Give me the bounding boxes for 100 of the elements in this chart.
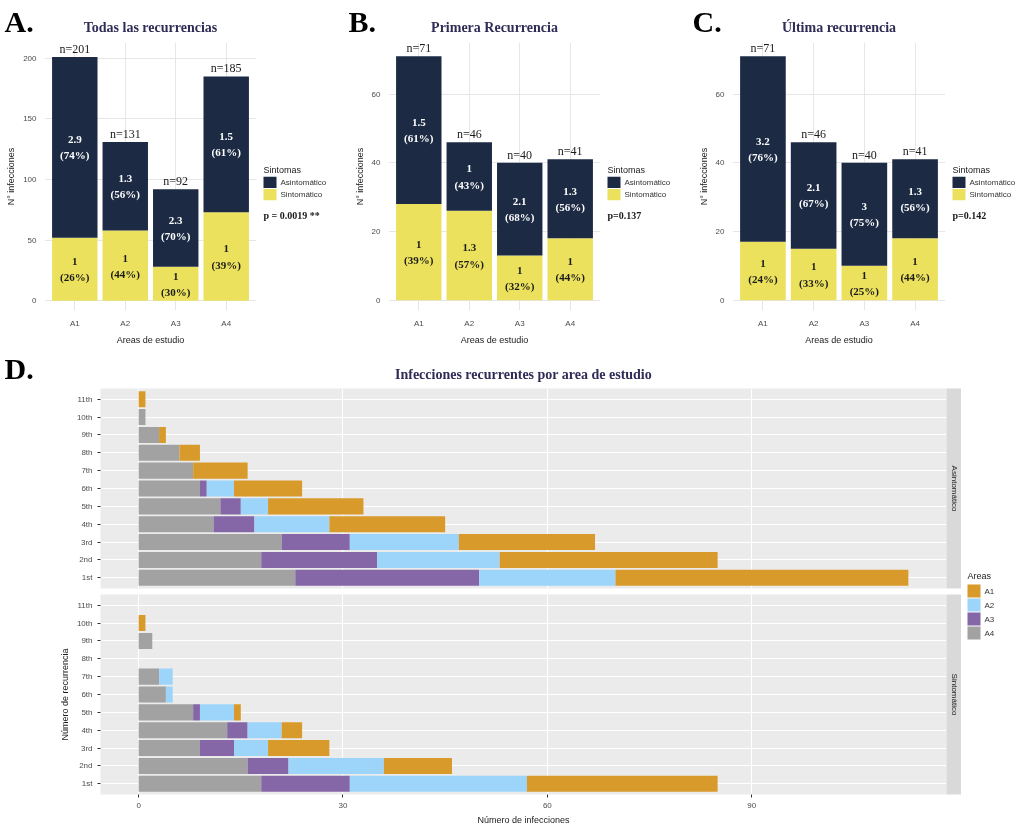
- bar: [138, 516, 214, 533]
- total-label: n=131: [109, 126, 141, 141]
- text: p=0.142: [952, 209, 987, 221]
- x-tick-label: 90: [747, 800, 757, 810]
- text: Sintomático: [949, 673, 959, 716]
- bar: [247, 757, 289, 774]
- legend-label: Sintomático: [280, 190, 323, 200]
- bar: [349, 775, 527, 792]
- y-tick-label: 40: [371, 158, 382, 168]
- total-label: n=41: [557, 144, 583, 159]
- annotation: 1 (43%): [454, 162, 485, 192]
- bar: [234, 740, 269, 757]
- x-axis-title: Areas de estudio: [460, 334, 529, 345]
- bar: [102, 230, 148, 301]
- y-tick-label: 11th: [77, 394, 93, 404]
- annotation: 3.2 (76%): [748, 134, 778, 165]
- x-tick-label: A1: [69, 318, 81, 328]
- annotation: 1 (44%): [900, 255, 931, 285]
- y-tick-label: 8th: [81, 654, 93, 664]
- bar: [240, 498, 269, 515]
- chart-title: Primera Recurrencia: [431, 19, 558, 35]
- y-tick-label: 1st: [81, 779, 94, 789]
- bar: [261, 775, 350, 792]
- y-tick-label: 40: [715, 158, 726, 168]
- bar: [377, 551, 500, 568]
- bar: [740, 56, 786, 242]
- y-tick-label: 20: [371, 226, 382, 236]
- annotation: 1.3 (56%): [555, 184, 586, 214]
- annotation: 1.3 (56%): [900, 184, 931, 214]
- annotation: 1 (39%): [211, 242, 242, 272]
- legend-label: A2: [984, 600, 995, 610]
- bar: [203, 212, 249, 301]
- bar: [203, 76, 249, 213]
- bar: [479, 569, 616, 586]
- bar: [199, 704, 235, 721]
- legend-title: Areas: [967, 570, 992, 581]
- bar: [446, 142, 492, 211]
- y-tick-label: 9th: [81, 636, 93, 646]
- bar: [458, 534, 596, 551]
- x-tick-label: A3: [859, 318, 870, 328]
- x-tick-label: A1: [413, 318, 425, 328]
- legend-title: Sintomas: [952, 164, 991, 175]
- bar: [497, 162, 543, 256]
- y-tick-label: 7th: [81, 672, 93, 682]
- legend-label: Asintomático: [969, 177, 1016, 187]
- bar: [547, 238, 593, 301]
- annotation: 1.5 (61%): [404, 116, 434, 146]
- y-tick-label: 150: [23, 114, 38, 124]
- y-tick-label: 60: [715, 89, 726, 99]
- annotation: 1 (44%): [555, 255, 586, 285]
- bar: [396, 56, 442, 204]
- total-label: n=71: [406, 41, 432, 56]
- bar: [179, 444, 200, 461]
- total-label: n=201: [59, 42, 91, 57]
- x-tick-label: 30: [338, 800, 348, 810]
- annotation: 1 (24%): [748, 256, 778, 287]
- annotation: 1.3 (57%): [454, 241, 485, 271]
- bar: [383, 757, 452, 774]
- bar: [193, 704, 200, 721]
- total-label: n=71: [750, 41, 776, 56]
- x-tick-label: A3: [514, 318, 526, 328]
- annotation: 2.9 (74%): [60, 133, 90, 163]
- legend-title: Sintomas: [607, 164, 646, 175]
- annotation: 3 (75%): [849, 200, 880, 230]
- y-axis-title: N° infecciones: [6, 147, 17, 206]
- annotation: 1 (33%): [798, 260, 829, 290]
- annotation: 1 (26%): [60, 255, 90, 285]
- x-tick-label: A3: [170, 318, 182, 328]
- bar: [227, 722, 248, 739]
- annotation: 1 (30%): [161, 269, 191, 299]
- y-tick-label: 7th: [81, 466, 93, 476]
- legend-label: Asintomático: [280, 177, 327, 187]
- bar: [220, 498, 241, 515]
- bar: [213, 516, 255, 533]
- bar: [547, 159, 593, 239]
- bar: [281, 534, 350, 551]
- bar: [281, 722, 303, 739]
- x-tick-label: A2: [808, 318, 820, 328]
- annotation: 2.1 (68%): [505, 195, 535, 225]
- bar: [138, 569, 296, 586]
- bar: [892, 238, 938, 301]
- legend-title: Sintomas: [263, 164, 302, 175]
- bar: [138, 444, 180, 461]
- bar: [138, 722, 228, 739]
- y-axis-title: N° infecciones: [698, 147, 709, 206]
- text: D.: [4, 351, 34, 385]
- text: p = 0.0019 **: [263, 209, 320, 221]
- y-tick-label: 100: [23, 175, 38, 185]
- y-tick-label: 4th: [81, 519, 93, 529]
- y-tick-label: 6th: [81, 484, 93, 493]
- bar: [138, 740, 200, 757]
- text: A.: [4, 4, 34, 38]
- x-tick-label: A2: [120, 318, 131, 328]
- text: B.: [348, 4, 377, 38]
- bar: [261, 551, 378, 568]
- chart-title: Última recurrencia: [781, 18, 897, 35]
- x-tick-label: A2: [464, 318, 475, 328]
- y-tick-label: 2nd: [79, 555, 93, 565]
- bar: [526, 775, 718, 792]
- text: p=0.137: [607, 209, 642, 221]
